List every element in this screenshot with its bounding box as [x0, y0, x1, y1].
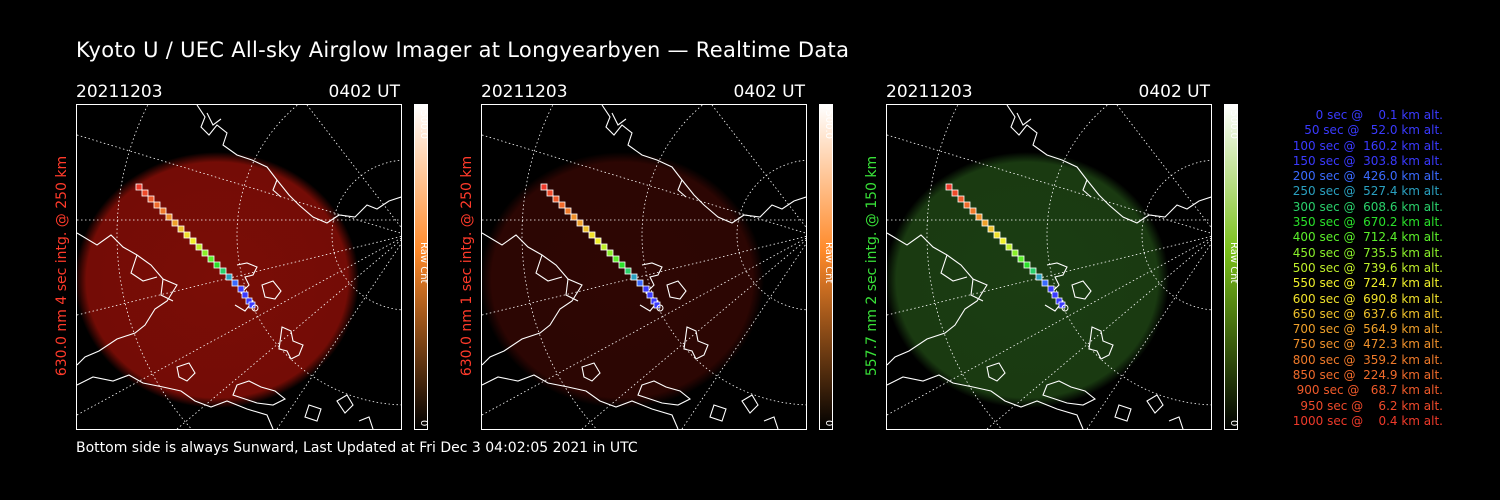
colorbar [414, 104, 428, 430]
graticule [482, 105, 806, 429]
legend-entry: 850 sec @ 224.9 km alt. [1288, 368, 1443, 383]
graticule [77, 105, 401, 429]
colorbar-min-label: 0 [418, 420, 429, 427]
sky-map [481, 104, 807, 430]
sky-map [76, 104, 402, 430]
colorbar-min-label: 0 [823, 420, 834, 427]
panel-time: 0402 UT [1138, 82, 1211, 102]
page-title: Kyoto U / UEC All-sky Airglow Imager at … [76, 38, 850, 62]
panel-date: 20211203 [481, 82, 568, 102]
colorbar-unit-label: Raw Cnt [823, 242, 834, 284]
panel-time: 0402 UT [733, 82, 806, 102]
trajectory-legend: 0 sec @ 0.1 km alt. 50 sec @ 52.0 km alt… [1258, 108, 1443, 429]
wavelength-label: 630.0 nm 1 sec intg. @ 250 km [459, 155, 475, 377]
legend-entry: 50 sec @ 52.0 km alt. [1296, 123, 1443, 138]
colorbar-unit-label: Raw Cnt [418, 242, 429, 284]
legend-entry: 200 sec @ 426.0 km alt. [1288, 169, 1443, 184]
legend-entry: 950 sec @ 6.2 km alt. [1296, 398, 1443, 413]
airglow-panel-630-4s: 20211203 0402 UT 630.0 nm 4 sec intg. @ … [54, 82, 476, 432]
legend-entry: 900 sec @ 68.7 km alt. [1292, 383, 1443, 398]
legend-entry: 400 sec @ 712.4 km alt. [1288, 230, 1443, 245]
legend-entry: 550 sec @ 724.7 km alt. [1288, 276, 1443, 291]
legend-entry: 150 sec @ 303.8 km alt. [1288, 153, 1443, 168]
legend-entry: 350 sec @ 670.2 km alt. [1288, 215, 1443, 230]
airglow-panel-557-2s: 20211203 0402 UT 557.7 nm 2 sec intg. @ … [864, 82, 1286, 432]
trajectory [540, 183, 664, 312]
airglow-panel-630-1s: 20211203 0402 UT 630.0 nm 1 sec intg. @ … [459, 82, 881, 432]
legend-entry: 0 sec @ 0.1 km alt. [1304, 108, 1443, 122]
airglow-sky-image [77, 152, 359, 408]
legend-entry: 700 sec @ 564.9 km alt. [1288, 322, 1443, 337]
panel-time: 0402 UT [328, 82, 401, 102]
legend-entry: 450 sec @ 735.5 km alt. [1288, 245, 1443, 260]
legend-entry: 300 sec @ 608.6 km alt. [1288, 199, 1443, 214]
panel-date: 20211203 [886, 82, 973, 102]
legend-entry: 650 sec @ 637.6 km alt. [1288, 306, 1443, 321]
legend-entry: 100 sec @ 160.2 km alt. [1288, 138, 1443, 153]
colorbar-max-label: 6500.0 [418, 104, 429, 139]
airglow-sky-image [887, 152, 1169, 408]
colorbar [819, 104, 833, 430]
legend-entry: 1000 sec @ 0.4 km alt. [1292, 413, 1443, 428]
graticule [887, 105, 1211, 429]
legend-entry: 500 sec @ 739.6 km alt. [1288, 260, 1443, 275]
trajectory [135, 183, 259, 312]
sky-map [886, 104, 1212, 430]
legend-entry: 250 sec @ 527.4 km alt. [1288, 184, 1443, 199]
colorbar-max-label: 6500.0 [823, 104, 834, 139]
colorbar-max-label: 6500.0 [1228, 104, 1239, 139]
coastline [77, 105, 401, 429]
legend-entry: 750 sec @ 472.3 km alt. [1288, 337, 1443, 352]
colorbar-unit-label: Raw Cnt [1228, 242, 1239, 284]
legend-entry: 600 sec @ 690.8 km alt. [1288, 291, 1443, 306]
airglow-sky-image [482, 152, 764, 408]
wavelength-label: 557.7 nm 2 sec intg. @ 150 km [864, 155, 880, 377]
colorbar-min-label: 0 [1228, 420, 1239, 427]
footer-note: Bottom side is always Sunward, Last Upda… [76, 440, 638, 456]
panel-date: 20211203 [76, 82, 163, 102]
colorbar [1224, 104, 1238, 430]
trajectory [945, 183, 1069, 312]
legend-entry: 800 sec @ 359.2 km alt. [1288, 352, 1443, 367]
wavelength-label: 630.0 nm 4 sec intg. @ 250 km [54, 155, 70, 377]
coastline [482, 105, 806, 429]
